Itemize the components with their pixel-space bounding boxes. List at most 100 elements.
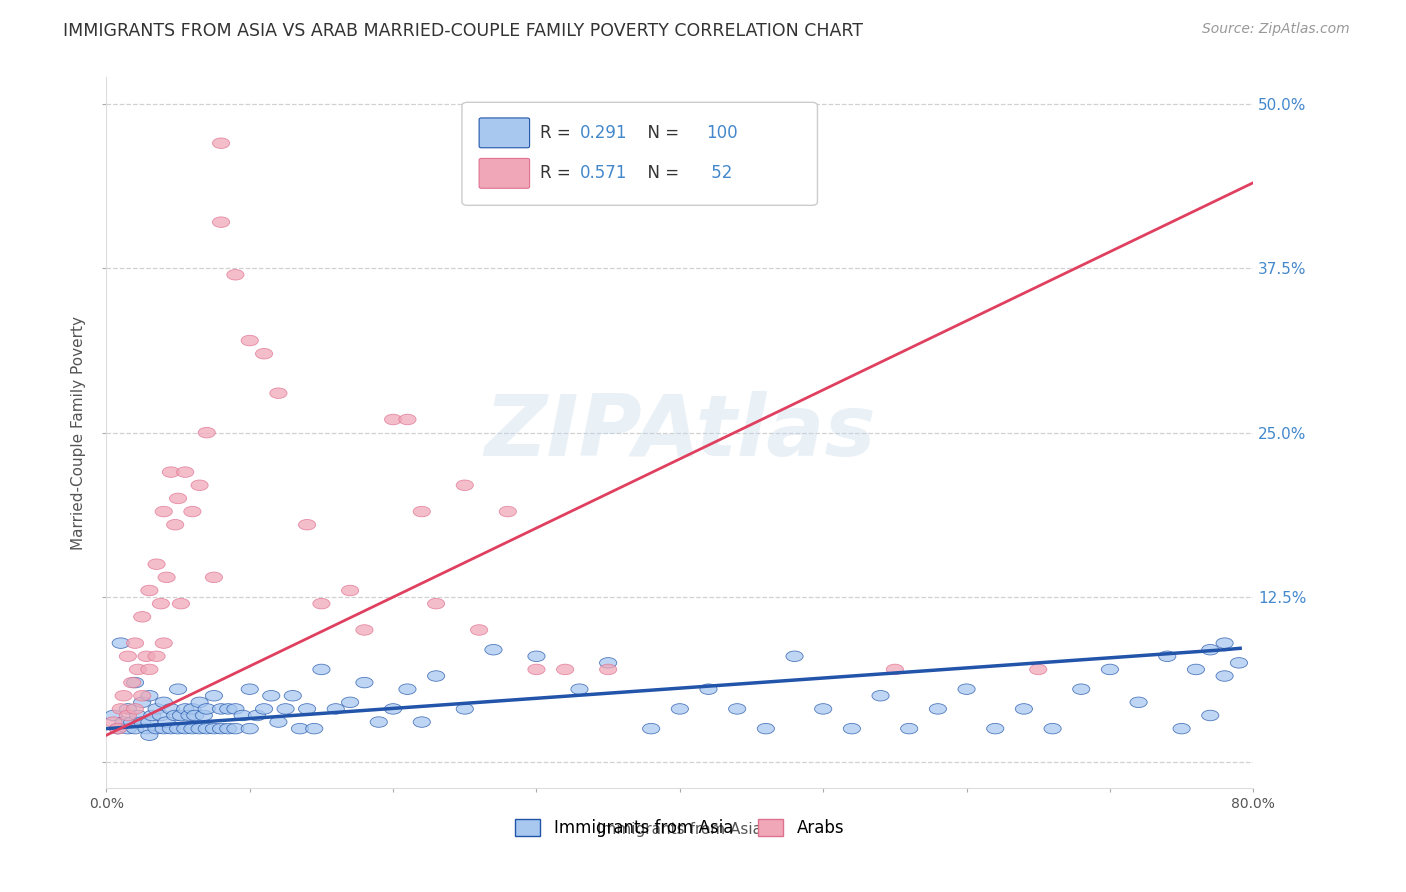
Ellipse shape bbox=[191, 697, 208, 707]
Ellipse shape bbox=[226, 704, 245, 714]
Ellipse shape bbox=[1202, 644, 1219, 655]
Ellipse shape bbox=[129, 665, 146, 674]
Ellipse shape bbox=[305, 723, 323, 734]
Ellipse shape bbox=[814, 704, 832, 714]
Ellipse shape bbox=[205, 723, 222, 734]
Ellipse shape bbox=[384, 414, 402, 425]
Ellipse shape bbox=[427, 671, 444, 681]
Ellipse shape bbox=[212, 723, 229, 734]
Ellipse shape bbox=[155, 723, 173, 734]
Text: ZIPAtlas: ZIPAtlas bbox=[484, 391, 876, 475]
Ellipse shape bbox=[1216, 638, 1233, 648]
Ellipse shape bbox=[643, 723, 659, 734]
Ellipse shape bbox=[191, 723, 208, 734]
Ellipse shape bbox=[1173, 723, 1191, 734]
Ellipse shape bbox=[162, 704, 180, 714]
Y-axis label: Married-Couple Family Poverty: Married-Couple Family Poverty bbox=[72, 316, 86, 549]
Ellipse shape bbox=[291, 723, 308, 734]
Ellipse shape bbox=[155, 638, 173, 648]
Ellipse shape bbox=[115, 690, 132, 701]
Ellipse shape bbox=[1216, 671, 1233, 681]
Ellipse shape bbox=[786, 651, 803, 662]
Ellipse shape bbox=[166, 519, 184, 530]
FancyBboxPatch shape bbox=[479, 159, 530, 188]
Ellipse shape bbox=[173, 599, 190, 609]
Ellipse shape bbox=[148, 651, 165, 662]
Ellipse shape bbox=[728, 704, 745, 714]
Ellipse shape bbox=[181, 710, 198, 721]
Ellipse shape bbox=[152, 710, 170, 721]
Ellipse shape bbox=[242, 335, 259, 346]
Ellipse shape bbox=[242, 684, 259, 695]
Ellipse shape bbox=[233, 710, 252, 721]
Ellipse shape bbox=[148, 723, 165, 734]
Ellipse shape bbox=[471, 624, 488, 635]
X-axis label: Immigrants from Asia: Immigrants from Asia bbox=[598, 822, 762, 837]
Ellipse shape bbox=[270, 717, 287, 727]
Ellipse shape bbox=[599, 657, 617, 668]
Ellipse shape bbox=[205, 572, 222, 582]
Ellipse shape bbox=[901, 723, 918, 734]
Ellipse shape bbox=[284, 690, 301, 701]
Ellipse shape bbox=[599, 665, 617, 674]
Ellipse shape bbox=[127, 677, 143, 688]
Ellipse shape bbox=[485, 644, 502, 655]
Ellipse shape bbox=[219, 723, 236, 734]
Ellipse shape bbox=[134, 690, 150, 701]
Ellipse shape bbox=[256, 349, 273, 359]
Ellipse shape bbox=[134, 612, 150, 622]
Ellipse shape bbox=[184, 723, 201, 734]
Ellipse shape bbox=[1187, 665, 1205, 674]
Ellipse shape bbox=[105, 717, 122, 727]
Ellipse shape bbox=[342, 697, 359, 707]
Ellipse shape bbox=[312, 599, 330, 609]
Ellipse shape bbox=[456, 704, 474, 714]
Ellipse shape bbox=[886, 665, 904, 674]
Ellipse shape bbox=[1101, 665, 1119, 674]
Text: Source: ZipAtlas.com: Source: ZipAtlas.com bbox=[1202, 22, 1350, 37]
Ellipse shape bbox=[177, 704, 194, 714]
Ellipse shape bbox=[138, 723, 155, 734]
Ellipse shape bbox=[148, 704, 165, 714]
Ellipse shape bbox=[957, 684, 976, 695]
Ellipse shape bbox=[155, 697, 173, 707]
Ellipse shape bbox=[758, 723, 775, 734]
Ellipse shape bbox=[571, 684, 588, 695]
Ellipse shape bbox=[127, 704, 143, 714]
Ellipse shape bbox=[342, 585, 359, 596]
Text: R =: R = bbox=[540, 124, 576, 142]
Ellipse shape bbox=[270, 388, 287, 399]
Ellipse shape bbox=[120, 704, 136, 714]
Ellipse shape bbox=[456, 480, 474, 491]
Ellipse shape bbox=[1130, 697, 1147, 707]
Ellipse shape bbox=[184, 704, 201, 714]
Ellipse shape bbox=[170, 493, 187, 504]
Ellipse shape bbox=[384, 704, 402, 714]
Ellipse shape bbox=[162, 467, 180, 477]
Ellipse shape bbox=[312, 665, 330, 674]
Ellipse shape bbox=[298, 704, 316, 714]
Ellipse shape bbox=[129, 710, 146, 721]
Ellipse shape bbox=[105, 710, 122, 721]
Ellipse shape bbox=[226, 269, 245, 280]
Ellipse shape bbox=[370, 717, 388, 727]
Ellipse shape bbox=[1073, 684, 1090, 695]
Ellipse shape bbox=[177, 467, 194, 477]
Ellipse shape bbox=[134, 717, 150, 727]
Ellipse shape bbox=[191, 480, 208, 491]
Ellipse shape bbox=[112, 704, 129, 714]
Ellipse shape bbox=[120, 723, 136, 734]
Ellipse shape bbox=[195, 710, 212, 721]
Ellipse shape bbox=[527, 665, 546, 674]
Ellipse shape bbox=[277, 704, 294, 714]
FancyBboxPatch shape bbox=[463, 103, 817, 205]
Text: 52: 52 bbox=[706, 164, 733, 182]
Ellipse shape bbox=[212, 138, 229, 148]
Ellipse shape bbox=[198, 723, 215, 734]
Ellipse shape bbox=[141, 717, 157, 727]
Ellipse shape bbox=[356, 677, 373, 688]
Ellipse shape bbox=[413, 507, 430, 516]
Ellipse shape bbox=[141, 690, 157, 701]
Ellipse shape bbox=[256, 704, 273, 714]
Ellipse shape bbox=[399, 414, 416, 425]
